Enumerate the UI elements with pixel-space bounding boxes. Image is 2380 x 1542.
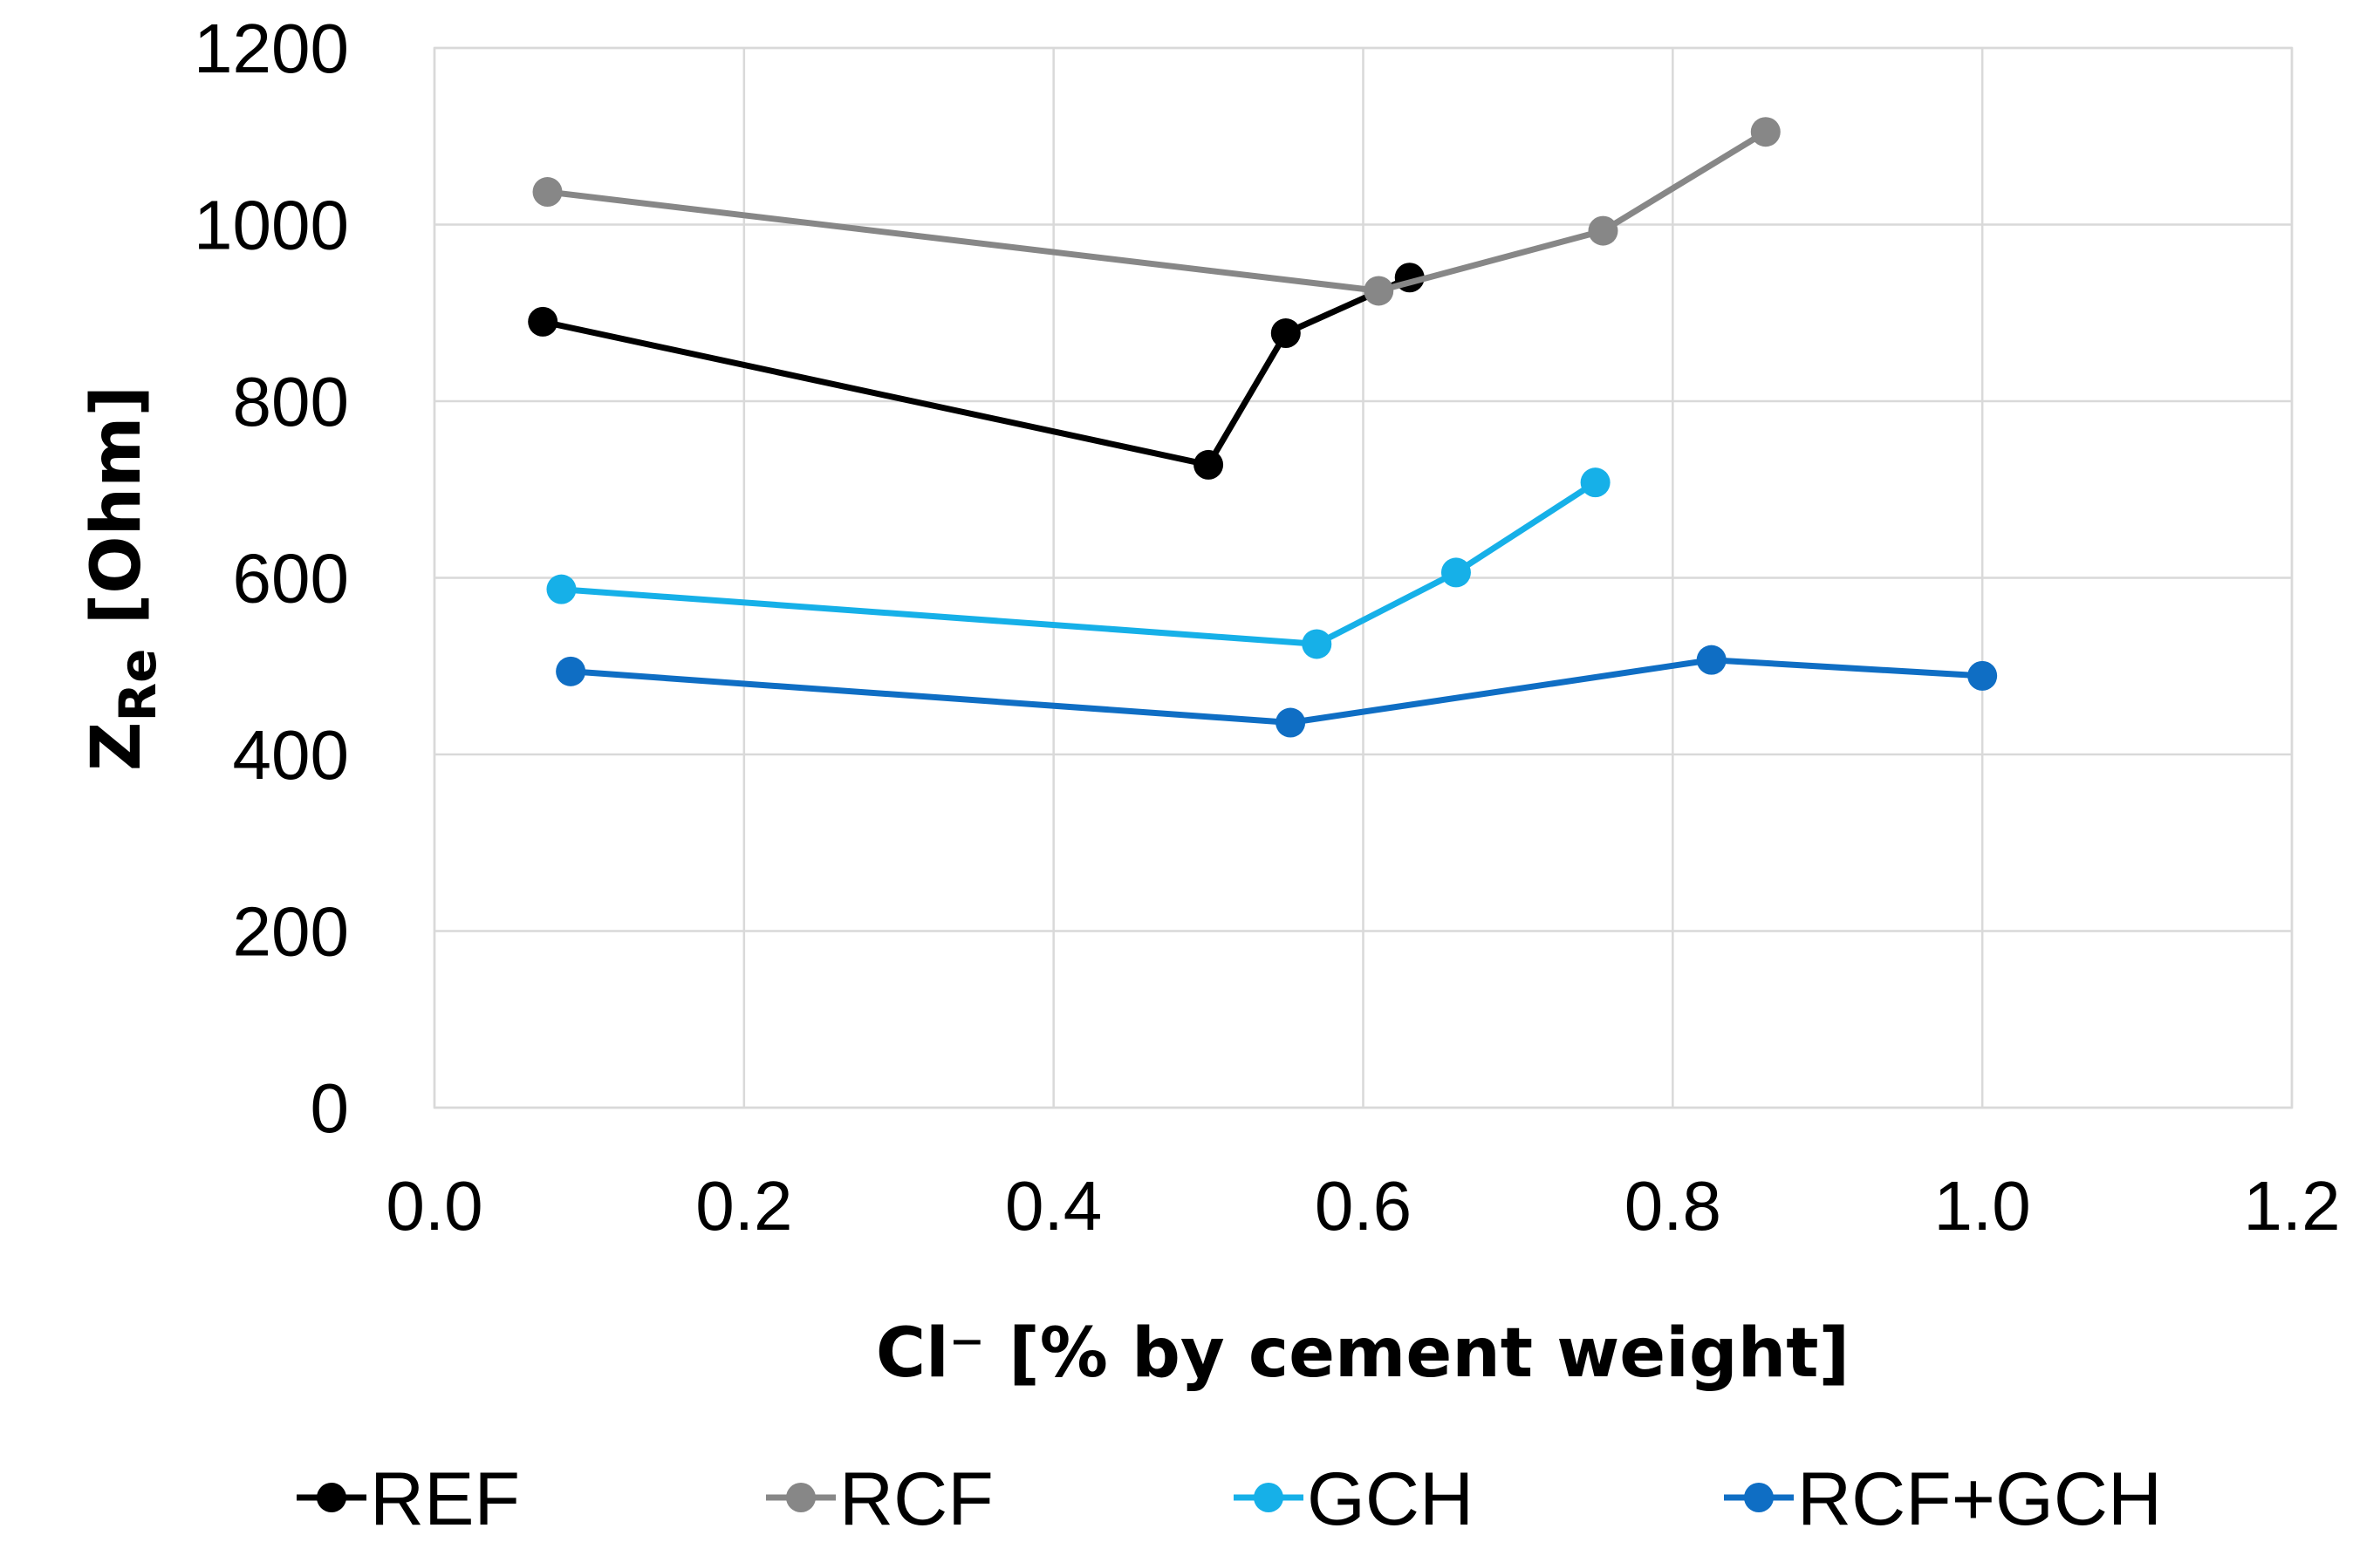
data-point-rcf-gch [1696,645,1727,675]
grid [433,46,2294,1109]
legend-label-ref: REF [370,1457,520,1541]
series-line-rcf-gch [570,657,1983,726]
x-axis-ticks: 0.0 0.2 0.4 0.6 0.8 1.0 1.2 [386,1167,2340,1245]
y-tick-label: 1000 [194,187,349,264]
series-line-ref [542,275,1412,468]
legend-item-rcf-gch: RCF+GCH [1724,1457,2162,1541]
y-axis-ticks: 0 200 400 600 800 1000 1200 [194,10,349,1147]
y-tick-label: 800 [233,363,349,440]
legend: REF RCF GCH RCF+GCH [297,1457,2162,1541]
y-axis-title-main: Z [78,722,156,772]
x-tick-label: 0.2 [695,1167,792,1245]
y-tick-label: 200 [233,893,349,971]
data-point-rcf-gch [556,656,586,686]
data-point-gch [1580,467,1611,498]
series-layer [528,117,1998,738]
series-line-gch [561,480,1597,647]
x-tick-label: 0.4 [1005,1167,1102,1245]
y-axis-title-subscript: Re [108,649,168,722]
x-axis-title: Cl⁻ [% by cement weight] [876,1314,1850,1393]
x-tick-label: 0.6 [1315,1167,1412,1245]
legend-item-rcf: RCF [766,1457,994,1541]
legend-marker-gch [1254,1483,1283,1512]
series-rcf [532,117,1781,306]
x-tick-label: 1.0 [1934,1167,2031,1245]
y-tick-label: 600 [233,540,349,617]
series-ref [528,263,1425,480]
legend-item-gch: GCH [1234,1457,1474,1541]
data-point-rcf [1364,276,1394,306]
data-point-rcf [1750,117,1781,147]
data-point-ref [1193,449,1224,480]
y-tick-label: 400 [233,716,349,794]
data-point-rcf [1588,215,1618,246]
data-point-rcf [532,177,563,208]
series-rcf-gch [556,645,1998,738]
data-point-rcf-gch [1275,707,1306,738]
legend-label-gch: GCH [1307,1457,1474,1541]
legend-marker-ref [317,1483,346,1512]
data-point-gch [1440,557,1471,588]
y-axis-title-unit: [Ohm] [78,386,156,649]
legend-marker-rcf-gch [1744,1483,1774,1512]
legend-label-rcf: RCF [839,1457,994,1541]
data-point-gch [546,574,577,604]
data-point-gch [1302,629,1332,659]
legend-item-ref: REF [297,1457,520,1541]
legend-marker-rcf [786,1483,816,1512]
y-tick-label: 1200 [194,10,349,87]
data-point-ref [528,306,558,337]
legend-label-rcf-gch: RCF+GCH [1797,1457,2162,1541]
series-gch [546,467,1611,659]
data-point-ref [1270,318,1301,349]
data-point-rcf-gch [1967,660,1998,691]
series-line-rcf [547,129,1768,294]
y-axis-title: ZRe [Ohm] [78,386,168,771]
plot-area-frame [433,46,2294,1109]
x-tick-label: 0.8 [1624,1167,1721,1245]
x-tick-label: 0.0 [386,1167,482,1245]
x-tick-label: 1.2 [2243,1167,2340,1245]
y-tick-label: 0 [311,1069,350,1147]
